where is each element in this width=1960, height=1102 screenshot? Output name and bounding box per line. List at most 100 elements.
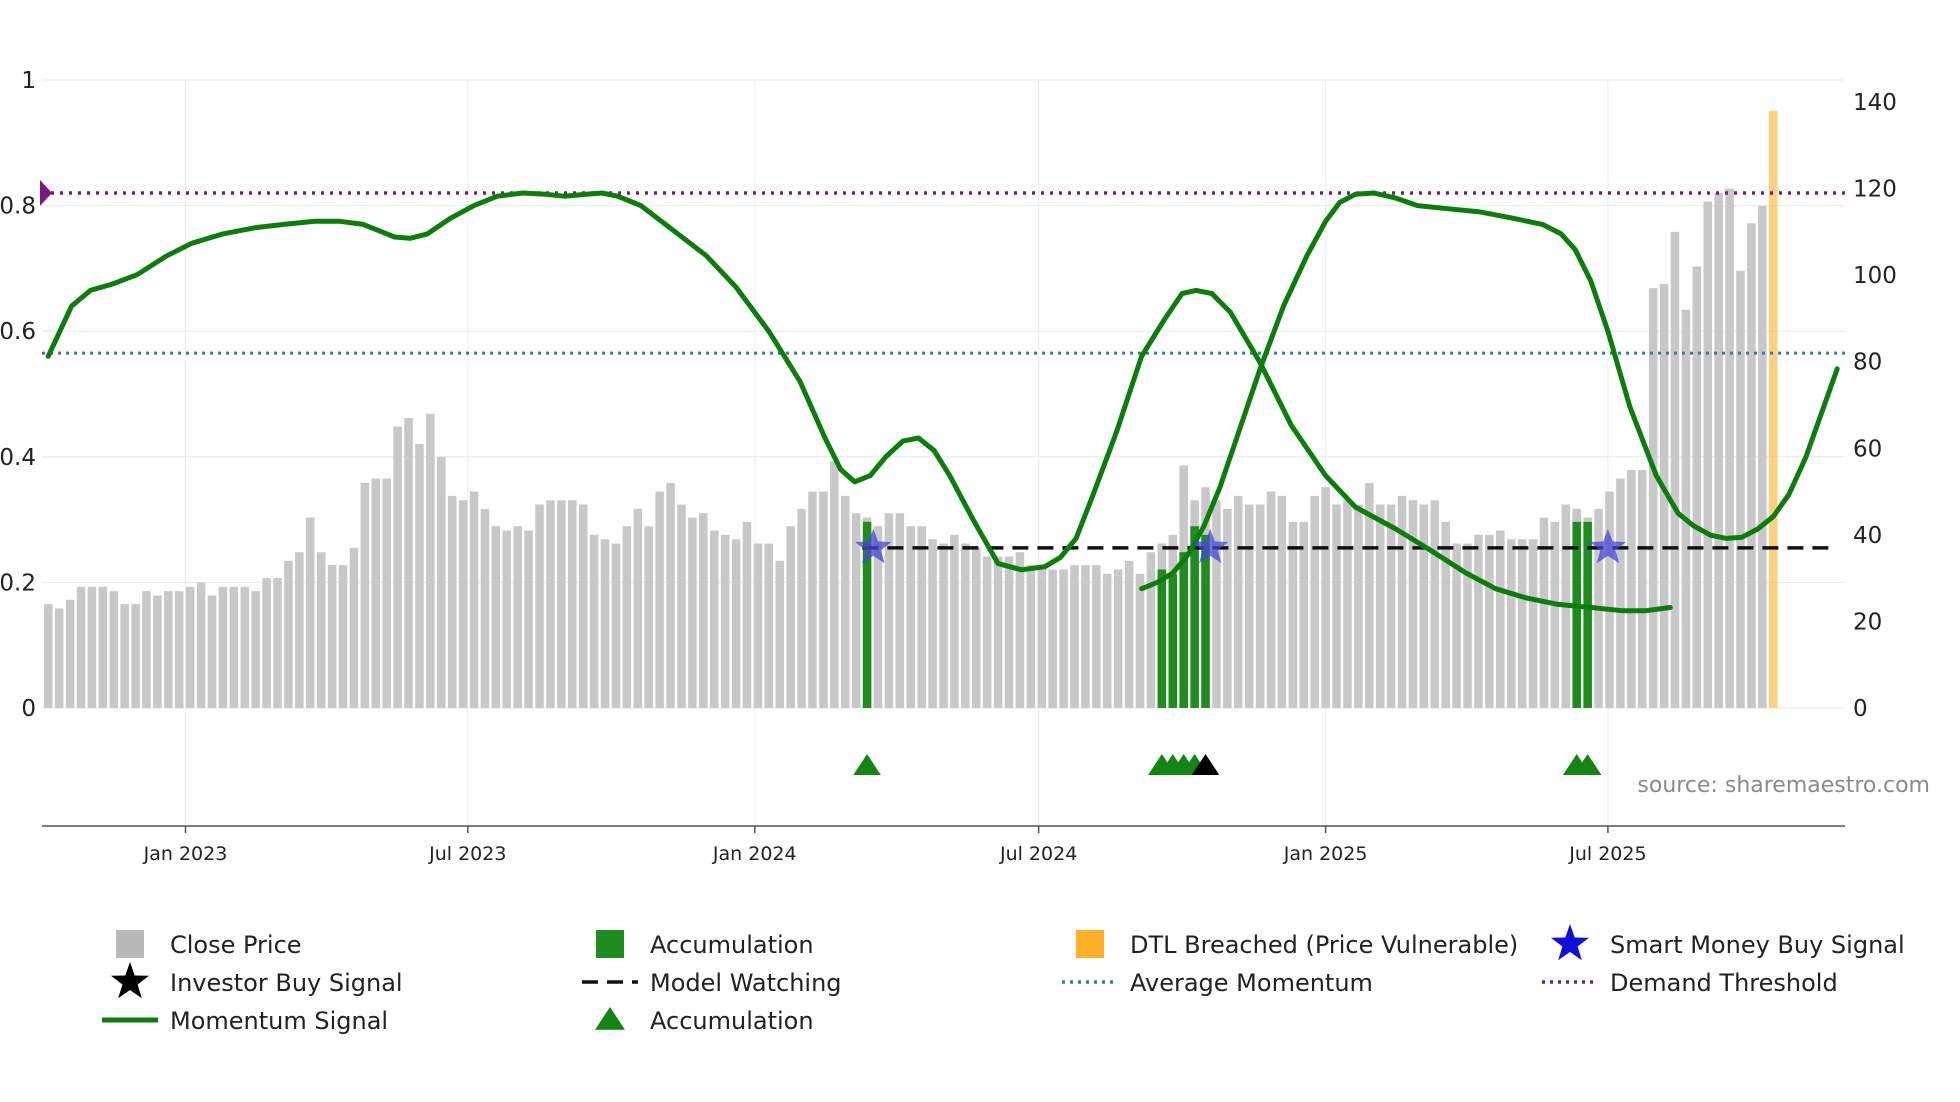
close-price-bar — [316, 552, 326, 708]
close-price-bar — [1758, 205, 1767, 708]
left-tick-label: 0.8 — [0, 194, 36, 220]
right-tick-label: 0 — [1853, 696, 1868, 722]
close-price-bar — [851, 513, 861, 708]
close-price-bar — [491, 526, 501, 708]
close-price-bar — [1212, 500, 1221, 708]
close-price-bar — [1124, 560, 1134, 708]
close-price-bar — [142, 591, 151, 708]
close-price-bar — [1092, 565, 1101, 708]
close-price-bar — [1670, 231, 1680, 708]
accumulation-bars — [862, 521, 1592, 708]
close-price-bar — [775, 560, 784, 708]
close-price-bar — [731, 539, 741, 708]
dtl-swatch — [1076, 930, 1104, 958]
close-price-bar — [273, 578, 282, 708]
close-price-bar — [1648, 288, 1658, 708]
dtl-breached-bar — [1768, 110, 1778, 708]
x-tick-label: Jul 2024 — [999, 843, 1077, 865]
close-price-bar — [360, 482, 370, 708]
close-price-bar — [546, 500, 555, 708]
close-price-bar — [786, 526, 795, 708]
close-price-bar — [1616, 478, 1625, 708]
close-price-bar — [961, 543, 970, 708]
close-price-bar — [185, 586, 195, 708]
close-price-bar — [349, 547, 359, 708]
right-tick-label: 40 — [1853, 523, 1882, 549]
close-price-bar — [840, 495, 850, 708]
close-price-bar — [393, 426, 402, 708]
close-price-bar — [677, 504, 686, 708]
accumulation-marker — [1573, 754, 1602, 775]
accumulation-bar — [1201, 534, 1210, 708]
right-tick-label: 140 — [1853, 90, 1897, 116]
close-price-bar — [797, 508, 806, 708]
smart-money-star — [1589, 528, 1626, 564]
close-price-bar — [1419, 504, 1429, 708]
close-price-bar — [295, 552, 304, 708]
close-price-bar — [688, 517, 697, 708]
x-tick-label: Jul 2023 — [428, 843, 506, 865]
left-tick-label: 0.4 — [0, 445, 36, 471]
close-price-bar — [1266, 491, 1276, 708]
legend-item-dot-purple: Demand Threshold — [1542, 969, 1838, 997]
legend-label: Momentum Signal — [170, 1007, 388, 1035]
close-price-bar — [404, 417, 413, 708]
accumulation-bar — [1179, 552, 1188, 708]
close-price-bar — [1605, 491, 1614, 708]
legend-item-star-blue: Smart Money Buy Signal — [1551, 924, 1905, 961]
close-price-bar — [196, 582, 206, 708]
close-price-bar — [1004, 556, 1014, 708]
close-price-bar — [1277, 495, 1287, 708]
close-price-bar — [1223, 508, 1232, 708]
close-price-bar — [1375, 504, 1385, 708]
accumulation-bar — [862, 521, 872, 708]
close-price-bar — [1474, 534, 1483, 708]
momentum-signal-line — [1139, 190, 1840, 592]
close-price-bar — [1725, 188, 1734, 709]
close-price-bar — [87, 586, 97, 708]
close-price-bar — [742, 521, 752, 708]
accumulation-bar — [1583, 521, 1592, 708]
legend-label: Demand Threshold — [1610, 969, 1838, 997]
close-price-swatch — [116, 930, 144, 958]
accumulation-bar — [1157, 569, 1167, 708]
x-tick-label: Jan 2025 — [1283, 843, 1368, 865]
close-price-bar — [1081, 565, 1090, 708]
accumulation-marker — [853, 754, 881, 775]
close-price-bar — [1659, 283, 1669, 708]
close-price-bar — [1234, 495, 1243, 708]
close-price-bar — [1463, 543, 1472, 708]
close-price-bar — [1397, 495, 1407, 708]
close-price-bar — [437, 456, 446, 708]
close-price-bar — [1681, 309, 1691, 708]
close-price-bar — [1430, 500, 1440, 708]
left-tick-label: 1 — [21, 68, 36, 94]
close-price-bar — [993, 556, 1003, 708]
close-price-bar — [1365, 482, 1374, 708]
close-price-bar — [1441, 521, 1450, 708]
smart-money-star — [855, 528, 892, 564]
close-price-bar — [589, 534, 599, 708]
close-price-bar — [611, 543, 621, 708]
close-price-bar — [950, 534, 959, 708]
close-price-bar — [207, 595, 217, 708]
close-price-bar — [371, 478, 381, 708]
close-price-bar — [1506, 539, 1516, 708]
legend-item-square-gray: Close Price — [116, 930, 302, 959]
close-price-bar — [819, 491, 828, 708]
close-price-bar — [240, 586, 250, 708]
close-price-bar — [895, 513, 905, 708]
legend-label: Accumulation — [650, 1007, 814, 1035]
close-price-bar — [338, 565, 348, 708]
close-price-bar — [218, 586, 228, 708]
close-price-bar — [1288, 521, 1298, 708]
close-price-bar — [1070, 565, 1079, 708]
close-price-bar — [1146, 552, 1156, 708]
close-price-bar — [633, 508, 643, 708]
legend-label: Close Price — [170, 931, 302, 959]
close-price-bar — [568, 500, 577, 708]
close-price-bar — [1703, 201, 1713, 709]
legend-label: Model Watching — [650, 969, 842, 997]
close-price-bar — [830, 461, 839, 708]
